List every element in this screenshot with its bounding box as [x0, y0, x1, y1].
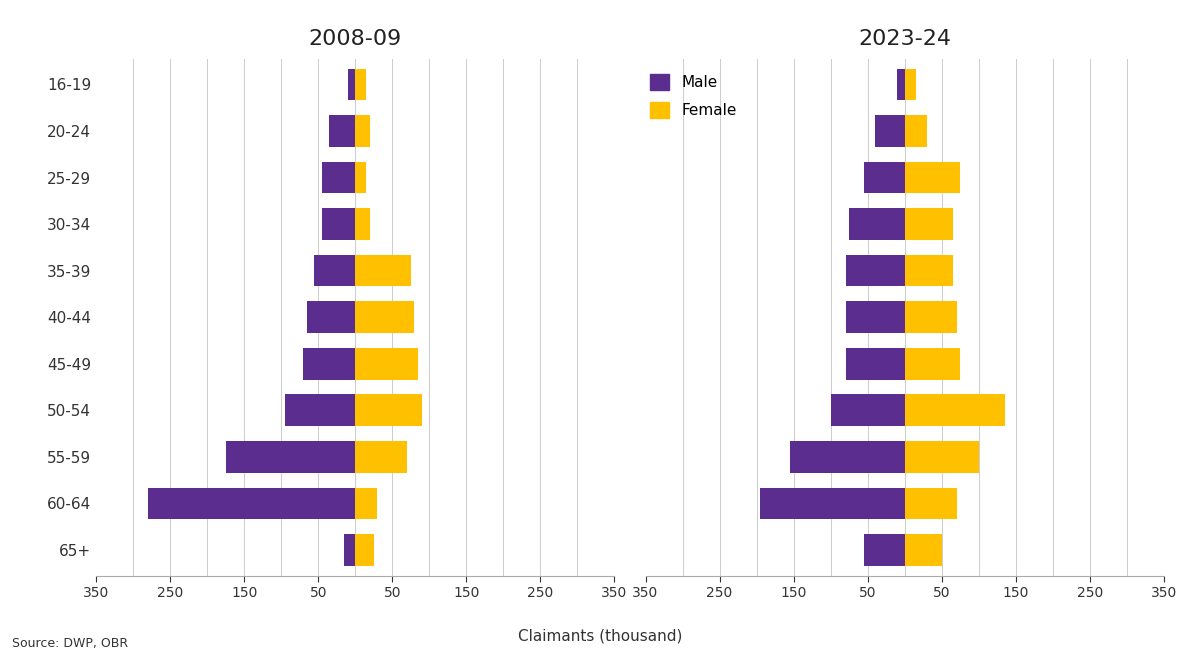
Bar [322, 162, 355, 194]
Bar [905, 255, 953, 286]
Legend: Male, Female: Male, Female [643, 67, 744, 126]
Bar [355, 394, 422, 426]
Bar [864, 534, 905, 566]
Bar [905, 208, 953, 240]
Bar [355, 255, 410, 286]
Bar [790, 441, 905, 473]
Bar [846, 301, 905, 333]
Bar [322, 208, 355, 240]
Bar [355, 208, 370, 240]
Bar [355, 348, 418, 379]
Bar [355, 534, 373, 566]
Text: Source: DWP, OBR: Source: DWP, OBR [12, 638, 128, 651]
Bar [314, 255, 355, 286]
Bar [284, 394, 355, 426]
Bar [846, 348, 905, 379]
Bar [148, 487, 355, 519]
Bar [905, 301, 956, 333]
Bar [905, 348, 960, 379]
Bar [875, 115, 905, 147]
Bar [348, 69, 355, 100]
Bar [344, 534, 355, 566]
Bar [905, 441, 979, 473]
Bar [355, 441, 407, 473]
Bar [355, 69, 366, 100]
Bar [905, 69, 916, 100]
Bar [846, 255, 905, 286]
Bar [905, 534, 942, 566]
Bar [304, 348, 355, 379]
Bar [830, 394, 905, 426]
Bar [905, 394, 1004, 426]
Bar [329, 115, 355, 147]
Bar [905, 162, 960, 194]
Bar [864, 162, 905, 194]
Bar [355, 115, 370, 147]
Bar [850, 208, 905, 240]
Title: 2008-09: 2008-09 [308, 29, 402, 49]
Bar [905, 487, 956, 519]
Bar [898, 69, 905, 100]
Bar [355, 301, 414, 333]
Text: Claimants (thousand): Claimants (thousand) [518, 629, 682, 644]
Bar [226, 441, 355, 473]
Title: 2023-24: 2023-24 [858, 29, 952, 49]
Bar [355, 162, 366, 194]
Bar [905, 115, 926, 147]
Bar [307, 301, 355, 333]
Bar [355, 487, 378, 519]
Bar [761, 487, 905, 519]
